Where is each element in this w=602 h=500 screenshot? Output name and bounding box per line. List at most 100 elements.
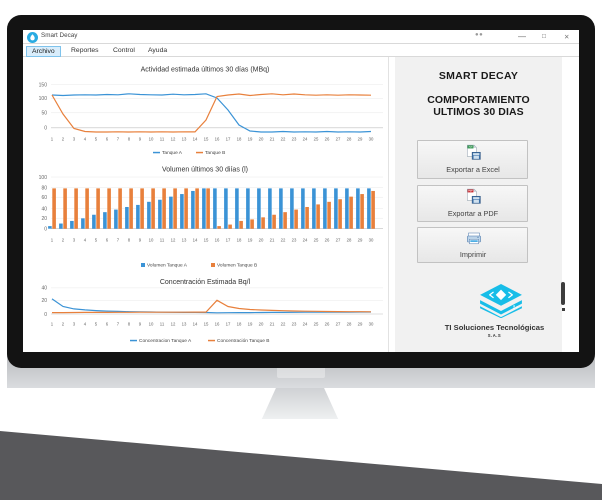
svg-text:22: 22: [281, 322, 286, 327]
svg-text:5: 5: [95, 322, 98, 327]
svg-text:12: 12: [171, 237, 176, 242]
svg-text:6: 6: [106, 322, 109, 327]
svg-text:13: 13: [182, 322, 187, 327]
svg-text:16: 16: [215, 322, 220, 327]
svg-text:13: 13: [182, 137, 187, 142]
svg-text:19: 19: [248, 237, 253, 242]
svg-text:21: 21: [270, 137, 275, 142]
svg-text:28: 28: [347, 137, 352, 142]
svg-text:23: 23: [292, 137, 297, 142]
svg-text:1: 1: [51, 137, 54, 142]
svg-text:9: 9: [139, 237, 142, 242]
svg-text:11: 11: [160, 137, 165, 142]
svg-text:24: 24: [303, 137, 308, 142]
svg-text:14: 14: [193, 137, 198, 142]
svg-text:28: 28: [347, 237, 352, 242]
svg-text:20: 20: [259, 137, 264, 142]
svg-text:27: 27: [336, 237, 341, 242]
svg-text:18: 18: [237, 237, 242, 242]
svg-text:15: 15: [204, 237, 209, 242]
svg-text:4: 4: [84, 322, 87, 327]
svg-text:40: 40: [41, 286, 47, 292]
svg-text:10: 10: [149, 137, 154, 142]
svg-text:17: 17: [226, 237, 231, 242]
svg-text:0: 0: [44, 227, 47, 233]
svg-text:40: 40: [41, 206, 47, 212]
svg-text:PDF: PDF: [468, 191, 473, 193]
svg-text:9: 9: [139, 322, 142, 327]
svg-text:26: 26: [325, 322, 330, 327]
svg-text:Volumen Tanque A: Volumen Tanque A: [147, 263, 188, 269]
svg-text:50: 50: [41, 111, 47, 117]
svg-text:Concentracion Tanque A: Concentracion Tanque A: [139, 338, 192, 344]
svg-text:Tanque B: Tanque B: [205, 150, 225, 156]
svg-text:Concentración Tanque B: Concentración Tanque B: [217, 338, 269, 344]
svg-text:20: 20: [41, 216, 47, 222]
svg-text:26: 26: [325, 237, 330, 242]
svg-text:3: 3: [73, 237, 76, 242]
svg-text:30: 30: [369, 237, 374, 242]
svg-text:27: 27: [336, 322, 341, 327]
svg-text:10: 10: [149, 322, 154, 327]
svg-text:19: 19: [248, 322, 253, 327]
svg-text:29: 29: [358, 137, 363, 142]
svg-text:7: 7: [117, 137, 120, 142]
svg-text:20: 20: [259, 237, 264, 242]
svg-text:21: 21: [270, 322, 275, 327]
svg-text:27: 27: [336, 137, 341, 142]
svg-text:Concentración Estimada Bq/l: Concentración Estimada Bq/l: [160, 279, 251, 286]
svg-text:30: 30: [369, 137, 374, 142]
svg-text:2: 2: [62, 322, 65, 327]
svg-text:17: 17: [226, 137, 231, 142]
svg-text:8: 8: [128, 237, 131, 242]
svg-text:7: 7: [117, 237, 120, 242]
svg-text:11: 11: [160, 237, 165, 242]
svg-text:23: 23: [292, 237, 297, 242]
svg-text:26: 26: [325, 137, 330, 142]
svg-text:14: 14: [193, 237, 198, 242]
svg-text:10: 10: [149, 237, 154, 242]
svg-text:1: 1: [51, 237, 54, 242]
svg-text:12: 12: [171, 137, 176, 142]
svg-text:24: 24: [303, 322, 308, 327]
svg-text:0: 0: [44, 312, 47, 318]
svg-text:4: 4: [84, 137, 87, 142]
svg-text:22: 22: [281, 137, 286, 142]
svg-text:11: 11: [160, 322, 165, 327]
svg-text:30: 30: [369, 322, 374, 327]
svg-text:12: 12: [171, 322, 176, 327]
svg-text:20: 20: [259, 322, 264, 327]
svg-text:20: 20: [41, 298, 47, 304]
svg-text:2: 2: [62, 237, 65, 242]
svg-text:1: 1: [51, 322, 54, 327]
svg-text:80: 80: [41, 185, 47, 191]
svg-text:28: 28: [347, 322, 352, 327]
svg-text:25: 25: [314, 237, 319, 242]
svg-text:8: 8: [128, 137, 131, 142]
svg-text:Actividad estimada últimos 30: Actividad estimada últimos 30 días (MBq): [141, 67, 270, 74]
svg-text:16: 16: [215, 137, 220, 142]
svg-text:150: 150: [39, 82, 48, 88]
svg-text:25: 25: [314, 322, 319, 327]
svg-text:19: 19: [248, 137, 253, 142]
svg-text:3: 3: [73, 322, 76, 327]
svg-text:7: 7: [117, 322, 120, 327]
svg-text:100: 100: [39, 175, 48, 181]
svg-text:18: 18: [237, 322, 242, 327]
svg-text:4: 4: [84, 237, 87, 242]
svg-text:15: 15: [204, 137, 209, 142]
svg-text:29: 29: [358, 322, 363, 327]
svg-text:9: 9: [139, 137, 142, 142]
svg-text:Tanque A: Tanque A: [162, 150, 183, 156]
svg-text:5: 5: [95, 237, 98, 242]
svg-text:18: 18: [237, 137, 242, 142]
svg-text:17: 17: [226, 322, 231, 327]
svg-text:6: 6: [106, 237, 109, 242]
svg-text:Volumen Tanque B: Volumen Tanque B: [217, 263, 257, 269]
svg-text:23: 23: [292, 322, 297, 327]
svg-text:22: 22: [281, 237, 286, 242]
svg-text:XLS: XLS: [468, 147, 473, 149]
svg-text:24: 24: [303, 237, 308, 242]
svg-text:2: 2: [62, 137, 65, 142]
svg-text:60: 60: [41, 195, 47, 201]
